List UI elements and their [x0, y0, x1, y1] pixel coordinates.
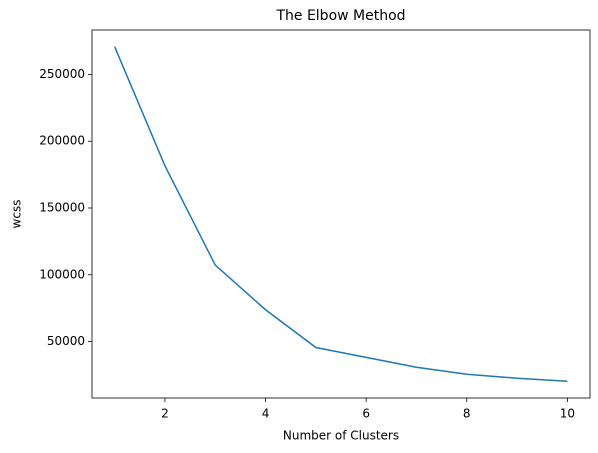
- chart-title: The Elbow Method: [275, 8, 405, 24]
- y-tick-label: 100000: [39, 267, 85, 281]
- x-tick-label: 4: [262, 407, 270, 421]
- x-tick-label: 6: [362, 407, 370, 421]
- y-tick-label: 200000: [39, 134, 85, 148]
- y-tick-label: 250000: [39, 67, 85, 81]
- plot-frame: [91, 29, 591, 399]
- data-line: [113, 46, 568, 382]
- x-tick-label: 10: [560, 407, 575, 421]
- x-tick-label: 8: [463, 407, 471, 421]
- x-tick-label: 2: [161, 407, 169, 421]
- y-tick-label: 50000: [47, 334, 85, 348]
- y-tick-label: 150000: [39, 200, 85, 214]
- x-axis-label: Number of Clusters: [283, 429, 399, 443]
- y-axis-label: wcss: [10, 200, 24, 229]
